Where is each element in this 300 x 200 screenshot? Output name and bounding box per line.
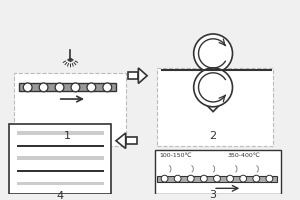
Text: 100-150℃: 100-150℃ (160, 153, 192, 158)
Text: 4: 4 (56, 191, 63, 200)
Polygon shape (116, 133, 126, 149)
Circle shape (194, 68, 232, 107)
Text: 1: 1 (64, 131, 71, 141)
Bar (157, 176, 277, 182)
Circle shape (39, 83, 48, 92)
Circle shape (200, 175, 207, 182)
Bar (17, 156, 104, 160)
Polygon shape (210, 94, 217, 104)
Circle shape (55, 83, 64, 92)
Text: 3: 3 (210, 190, 217, 200)
Circle shape (188, 175, 194, 182)
Text: 2: 2 (209, 131, 217, 141)
Circle shape (161, 175, 168, 182)
Bar (19, 83, 116, 91)
Bar (155, 150, 281, 194)
Bar (17, 170, 104, 172)
Bar (17, 145, 104, 147)
Polygon shape (205, 104, 221, 112)
Bar (157, 68, 273, 146)
Circle shape (23, 83, 32, 92)
Circle shape (87, 83, 96, 92)
Circle shape (194, 34, 232, 73)
Polygon shape (126, 137, 137, 144)
Circle shape (227, 175, 233, 182)
Circle shape (103, 83, 112, 92)
Bar (9, 124, 111, 194)
Circle shape (253, 175, 260, 182)
Text: 350-400℃: 350-400℃ (228, 153, 260, 158)
Bar (17, 131, 104, 135)
Circle shape (71, 83, 80, 92)
Polygon shape (128, 72, 138, 79)
Circle shape (240, 175, 247, 182)
Polygon shape (138, 68, 147, 83)
Bar (14, 73, 126, 146)
Circle shape (266, 175, 273, 182)
Bar (17, 182, 104, 185)
Circle shape (174, 175, 181, 182)
Circle shape (214, 175, 220, 182)
